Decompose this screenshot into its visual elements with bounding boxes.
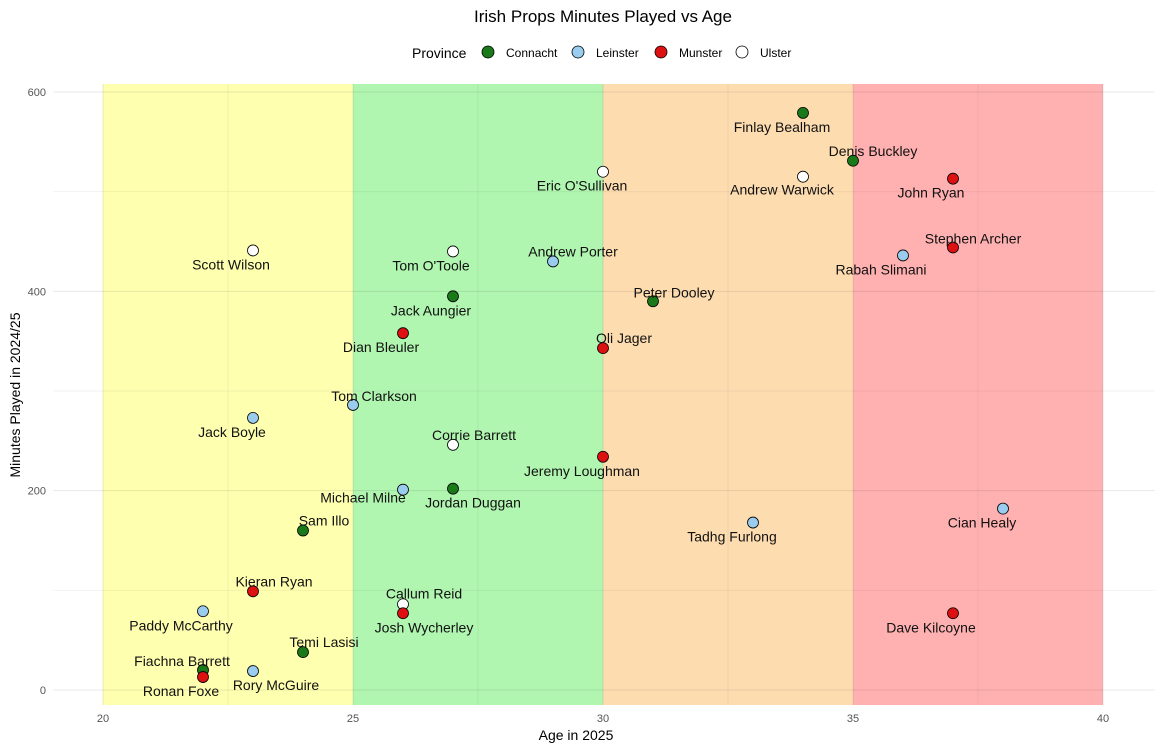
data-point (397, 607, 409, 620)
point-label: Denis Buckley (829, 143, 918, 159)
y-axis-label: Minutes Played in 2024/25 (7, 312, 23, 477)
x-axis-label: Age in 2025 (539, 727, 614, 743)
data-point (197, 671, 209, 683)
data-point (847, 154, 859, 167)
data-point (297, 524, 309, 537)
data-point (447, 245, 459, 258)
legend-label-leinster: Leinster (596, 46, 639, 60)
point-label: John Ryan (898, 185, 965, 201)
point-label: Temi Lasisi (289, 634, 358, 650)
data-point (947, 607, 959, 620)
point-label: Dian Bleuler (343, 339, 420, 355)
data-point (997, 502, 1009, 515)
point-label: Eric O'Sullivan (537, 178, 628, 194)
data-point (597, 450, 609, 463)
y-tick-label: 200 (28, 486, 46, 498)
data-point (597, 342, 609, 355)
age-band-3 (853, 84, 1103, 705)
point-label: Fiachna Barrett (134, 653, 230, 669)
data-point (447, 290, 459, 303)
point-label: Jack Aungier (391, 302, 471, 318)
point-label: Rory McGuire (233, 677, 320, 693)
legend-marker-connacht (481, 45, 495, 59)
data-point (947, 241, 959, 254)
data-point (297, 646, 309, 659)
point-label: Tadhg Furlong (687, 529, 777, 545)
data-point (897, 249, 909, 262)
data-point (447, 438, 459, 451)
age-band-1 (353, 84, 603, 705)
data-point (397, 327, 409, 340)
point-label: Josh Wycherley (375, 619, 474, 635)
data-point (547, 255, 559, 268)
x-tick-label: 40 (1097, 713, 1109, 725)
legend-title: Province (412, 45, 467, 61)
age-band-2 (603, 84, 853, 705)
data-point (247, 412, 259, 424)
legend-marker-munster (654, 45, 668, 59)
point-label: Stephen Archer (925, 230, 1022, 246)
point-label: Jordan Duggan (425, 495, 521, 511)
point-label: Peter Dooley (634, 284, 715, 300)
point-label: Sam Illo (299, 513, 350, 529)
legend-label-ulster: Ulster (760, 46, 791, 60)
x-tick-label: 30 (597, 713, 609, 725)
x-tick-label: 35 (847, 713, 859, 725)
point-label: Paddy McCarthy (129, 617, 232, 633)
data-point (797, 107, 809, 119)
point-label: Andrew Warwick (730, 182, 835, 198)
data-point (947, 172, 959, 185)
point-label: Michael Milne (320, 490, 406, 506)
data-point (347, 399, 359, 411)
point-label: Finlay Bealham (734, 119, 831, 135)
data-point (247, 665, 259, 677)
data-point (447, 482, 459, 495)
data-point (247, 244, 259, 257)
point-label: Tom Clarkson (331, 388, 417, 404)
y-tick-label: 0 (40, 685, 46, 697)
age-band-0 (103, 84, 353, 705)
x-tick-label: 20 (97, 713, 109, 725)
point-label: Ronan Foxe (143, 683, 219, 699)
point-label: Oli Jager (596, 330, 652, 346)
point-label: Scott Wilson (192, 256, 270, 272)
x-tick-label: 25 (347, 713, 359, 725)
point-label: Callum Reid (386, 585, 462, 601)
legend-marker-leinster (571, 45, 585, 59)
chart-title: Irish Props Minutes Played vs Age (474, 7, 732, 26)
point-label: Rabah Slimani (835, 261, 926, 277)
data-point (747, 516, 759, 529)
legend-marker-ulster (735, 45, 749, 59)
data-point (247, 585, 259, 598)
point-label: Dave Kilcoyne (886, 619, 976, 635)
point-label: Kieran Ryan (235, 573, 312, 589)
data-point (397, 483, 409, 496)
y-tick-label: 400 (28, 286, 46, 298)
point-label: Andrew Porter (528, 243, 618, 259)
data-point (647, 295, 659, 308)
point-label: Tom O'Toole (392, 257, 470, 273)
legend: Province Connacht Leinster Munster Ulster (412, 45, 791, 61)
y-tick-label: 600 (28, 87, 46, 99)
data-point (197, 605, 209, 618)
point-label: Corrie Barrett (432, 427, 516, 443)
point-label: Jeremy Loughman (524, 463, 640, 479)
data-point (597, 165, 609, 178)
legend-label-connacht: Connacht (506, 46, 558, 60)
point-label: Cian Healy (948, 515, 1016, 531)
data-point (797, 170, 809, 183)
point-label: Jack Boyle (198, 424, 266, 440)
legend-label-munster: Munster (679, 46, 722, 60)
